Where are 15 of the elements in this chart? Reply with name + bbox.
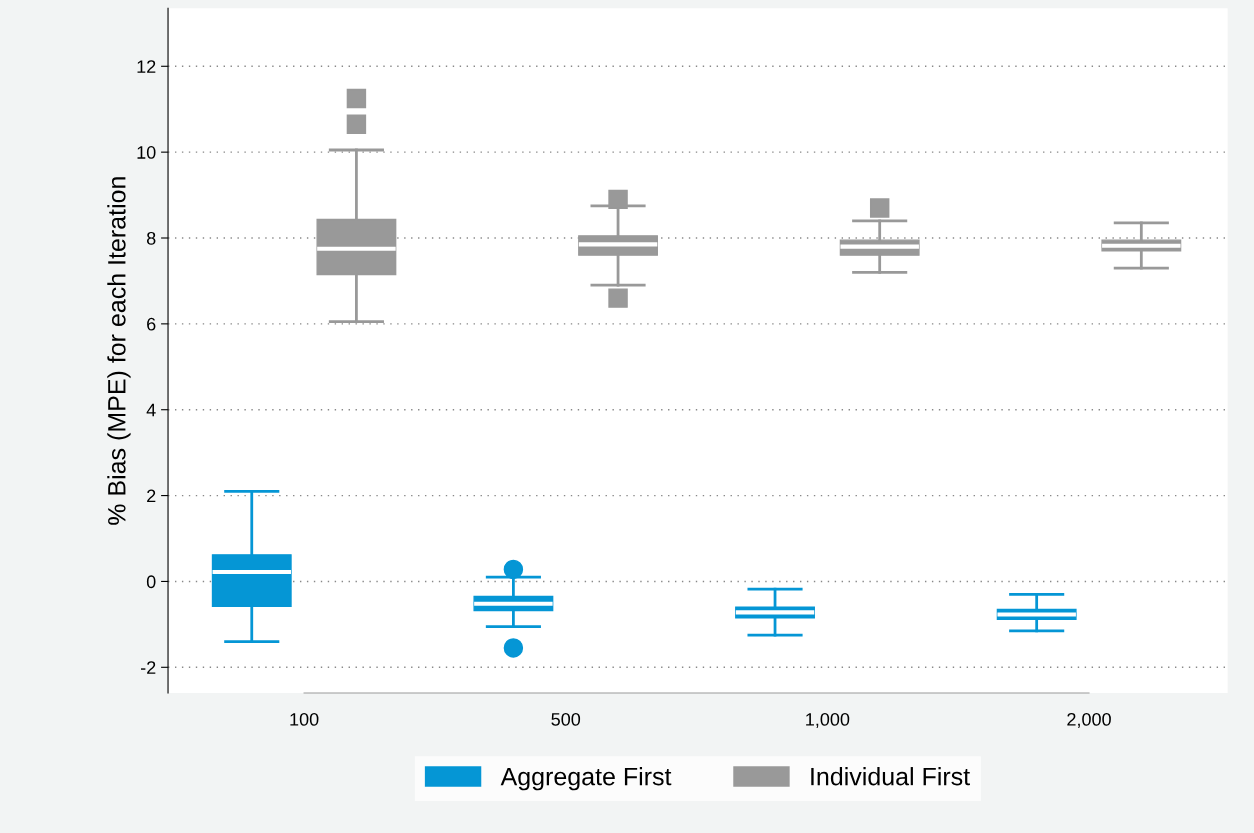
x-tick-label: 1,000 xyxy=(806,712,850,728)
y-tick-label: 12 xyxy=(137,60,156,73)
y-tick-label: 8 xyxy=(146,231,156,245)
x-tick-label: 2,000 xyxy=(1067,712,1111,728)
y-tick-label: -2 xyxy=(140,661,156,674)
x-tick-label: 500 xyxy=(551,712,581,726)
y-tick-label: 0 xyxy=(146,575,156,589)
y-tick-label: 6 xyxy=(147,317,156,331)
legend-label: Aggregate First xyxy=(500,767,672,791)
y-tick-label: 4 xyxy=(146,403,156,417)
y-tick-label: 2 xyxy=(147,489,156,503)
legend-label: Individual First xyxy=(811,767,970,786)
y-axis-title: % Bias (MPE) for each Iteration xyxy=(107,177,131,525)
y-tick-label: 10 xyxy=(137,146,156,159)
x-tick-label: 100 xyxy=(290,712,319,726)
